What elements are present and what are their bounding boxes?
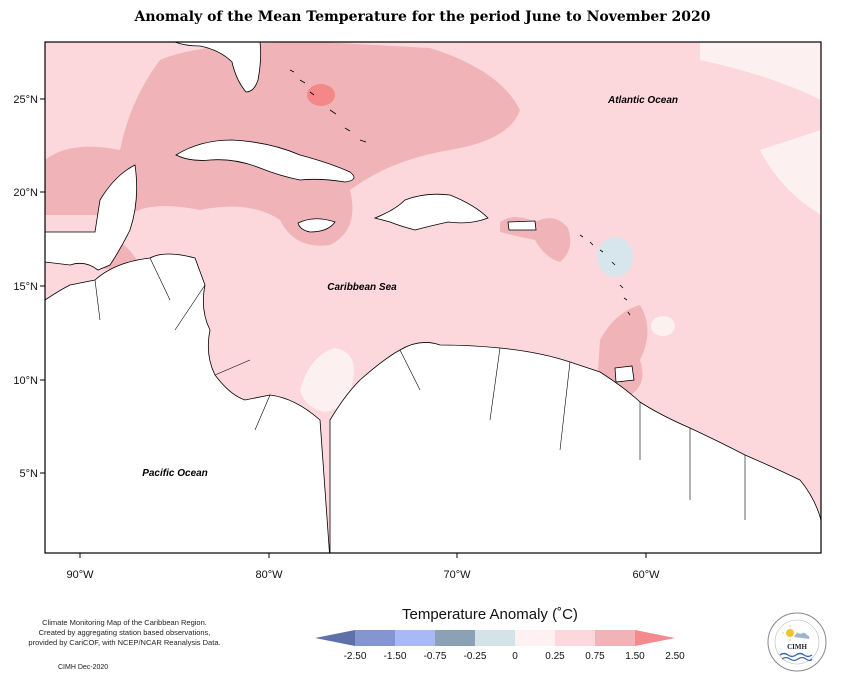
legend-ticks: -2.50 -1.50 -0.75 -0.25 0 0.25 0.75 1.50 2.50 xyxy=(344,651,686,662)
anomaly-patch-cool-guadeloupe xyxy=(597,237,633,277)
land-south-america xyxy=(329,342,821,553)
anomaly-patch-hot-bahamas xyxy=(307,84,335,106)
cloud-icon xyxy=(794,632,810,639)
lon-axis: 90°W 80°W 70°W 60°W xyxy=(66,553,660,581)
anomaly-patch-near-zero-islands xyxy=(651,316,675,336)
legend-swatches xyxy=(315,630,675,646)
land-cuba xyxy=(175,139,355,183)
legend-swatch xyxy=(595,630,635,646)
logo-text: CIMH xyxy=(787,643,807,651)
land-trinidad xyxy=(614,365,635,383)
legend-swatch xyxy=(395,630,435,646)
color-legend: -2.50 -1.50 -0.75 -0.25 0 0.25 0.75 1.50 2.50 xyxy=(315,630,686,662)
anomaly-patch-near-zero-sw xyxy=(300,348,354,412)
legend-tick-label: -0.25 xyxy=(464,651,487,662)
credit-text: Climate Monitoring Map of the Caribbean … xyxy=(12,618,237,648)
small-islands xyxy=(289,69,631,316)
land-hispaniola xyxy=(373,193,489,231)
anomaly-map: 90°W 80°W 70°W 60°W 25°N 20°N 15°N 10°N … xyxy=(13,41,822,581)
legend-swatch xyxy=(315,630,355,646)
lon-tick-label: 60°W xyxy=(632,569,660,581)
legend-swatch xyxy=(355,630,395,646)
lon-tick-label: 80°W xyxy=(255,569,283,581)
anomaly-patch-near-zero-e xyxy=(760,130,821,215)
credit-date: CIMH Dec-2020 xyxy=(58,664,109,671)
legend-swatch xyxy=(555,630,595,646)
credit-line: provided by CariCOF, with NCEP/NCAR Rean… xyxy=(28,638,221,647)
lat-tick-label: 25°N xyxy=(13,94,38,106)
legend-tick-label: 0.75 xyxy=(585,651,605,662)
map-title: Anomaly of the Mean Temperature for the … xyxy=(134,9,711,25)
legend-tick-label: -0.75 xyxy=(424,651,447,662)
lat-tick-label: 5°N xyxy=(20,468,39,480)
land-yucatan xyxy=(45,164,138,271)
land-jamaica xyxy=(297,218,336,233)
cimh-logo: CIMH xyxy=(767,612,827,672)
legend-tick-label: 2.50 xyxy=(665,651,685,662)
lat-axis: 25°N 20°N 15°N 10°N 5°N xyxy=(13,94,45,480)
anomaly-patch-warm-north xyxy=(45,42,520,246)
legend-swatch xyxy=(435,630,475,646)
land-puerto-rico xyxy=(507,220,537,231)
land-central-america xyxy=(45,253,330,553)
legend-tick-label: 0 xyxy=(512,651,518,662)
lat-tick-label: 10°N xyxy=(13,375,38,387)
legend-swatch xyxy=(515,630,555,646)
map-frame xyxy=(44,41,822,554)
border-lines xyxy=(94,257,746,520)
label-pacific-ocean: Pacific Ocean xyxy=(142,468,208,479)
anomaly-patch-warm-tt xyxy=(598,305,648,400)
label-caribbean-sea: Caribbean Sea xyxy=(327,282,397,293)
credit-line: Created by aggregating station based obs… xyxy=(38,628,211,637)
legend-title: Temperature Anomaly (˚C) xyxy=(402,606,578,623)
legend-tick-label: 0.25 xyxy=(545,651,565,662)
legend-swatch xyxy=(635,630,675,646)
lat-tick-label: 15°N xyxy=(13,281,38,293)
legend-swatch xyxy=(475,630,515,646)
land-florida xyxy=(174,42,262,93)
anomaly-patch-near-zero-ne xyxy=(700,42,821,100)
legend-tick-label: -2.50 xyxy=(344,651,367,662)
lat-tick-label: 20°N xyxy=(13,187,38,199)
lon-tick-label: 90°W xyxy=(66,569,94,581)
sun-icon xyxy=(786,629,794,637)
legend-tick-label: -1.50 xyxy=(384,651,407,662)
lon-tick-label: 70°W xyxy=(443,569,471,581)
legend-tick-label: 1.50 xyxy=(625,651,645,662)
wave-icon xyxy=(779,652,813,658)
label-atlantic-ocean: Atlantic Ocean xyxy=(607,95,678,106)
credit-line: Climate Monitoring Map of the Caribbean … xyxy=(42,618,207,627)
